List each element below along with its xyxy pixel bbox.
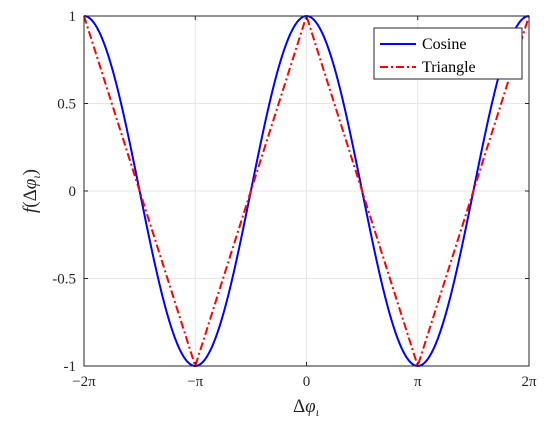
y-tick-label: 0.5 [57,97,76,113]
x-axis-label: Δφι [293,396,319,419]
legend-label-cosine: Cosine [422,36,466,53]
series-line-triangle [83,15,530,367]
legend-box [373,27,523,80]
legend-label-triangle: Triangle [422,59,476,76]
y-tick-label: 0 [69,184,77,200]
tick-labels: −2π −π 0 π 2π 1 0.5 0 -0.5 -1 [52,9,537,390]
x-tick-label: 2π [521,374,537,390]
legend-items: Cosine Triangle [380,36,476,76]
ticks [83,15,530,367]
y-tick-label: -0.5 [52,272,76,288]
x-tick-label: −π [187,374,203,390]
y-tick-label: 1 [69,9,77,25]
legend: Cosine Triangle [373,27,523,80]
x-tick-label: −2π [72,374,96,390]
y-tick-label: -1 [64,359,77,375]
y-axis-label: f(Δφι) [20,169,43,213]
x-tick-label: 0 [303,374,311,390]
x-tick-label: π [414,374,422,390]
